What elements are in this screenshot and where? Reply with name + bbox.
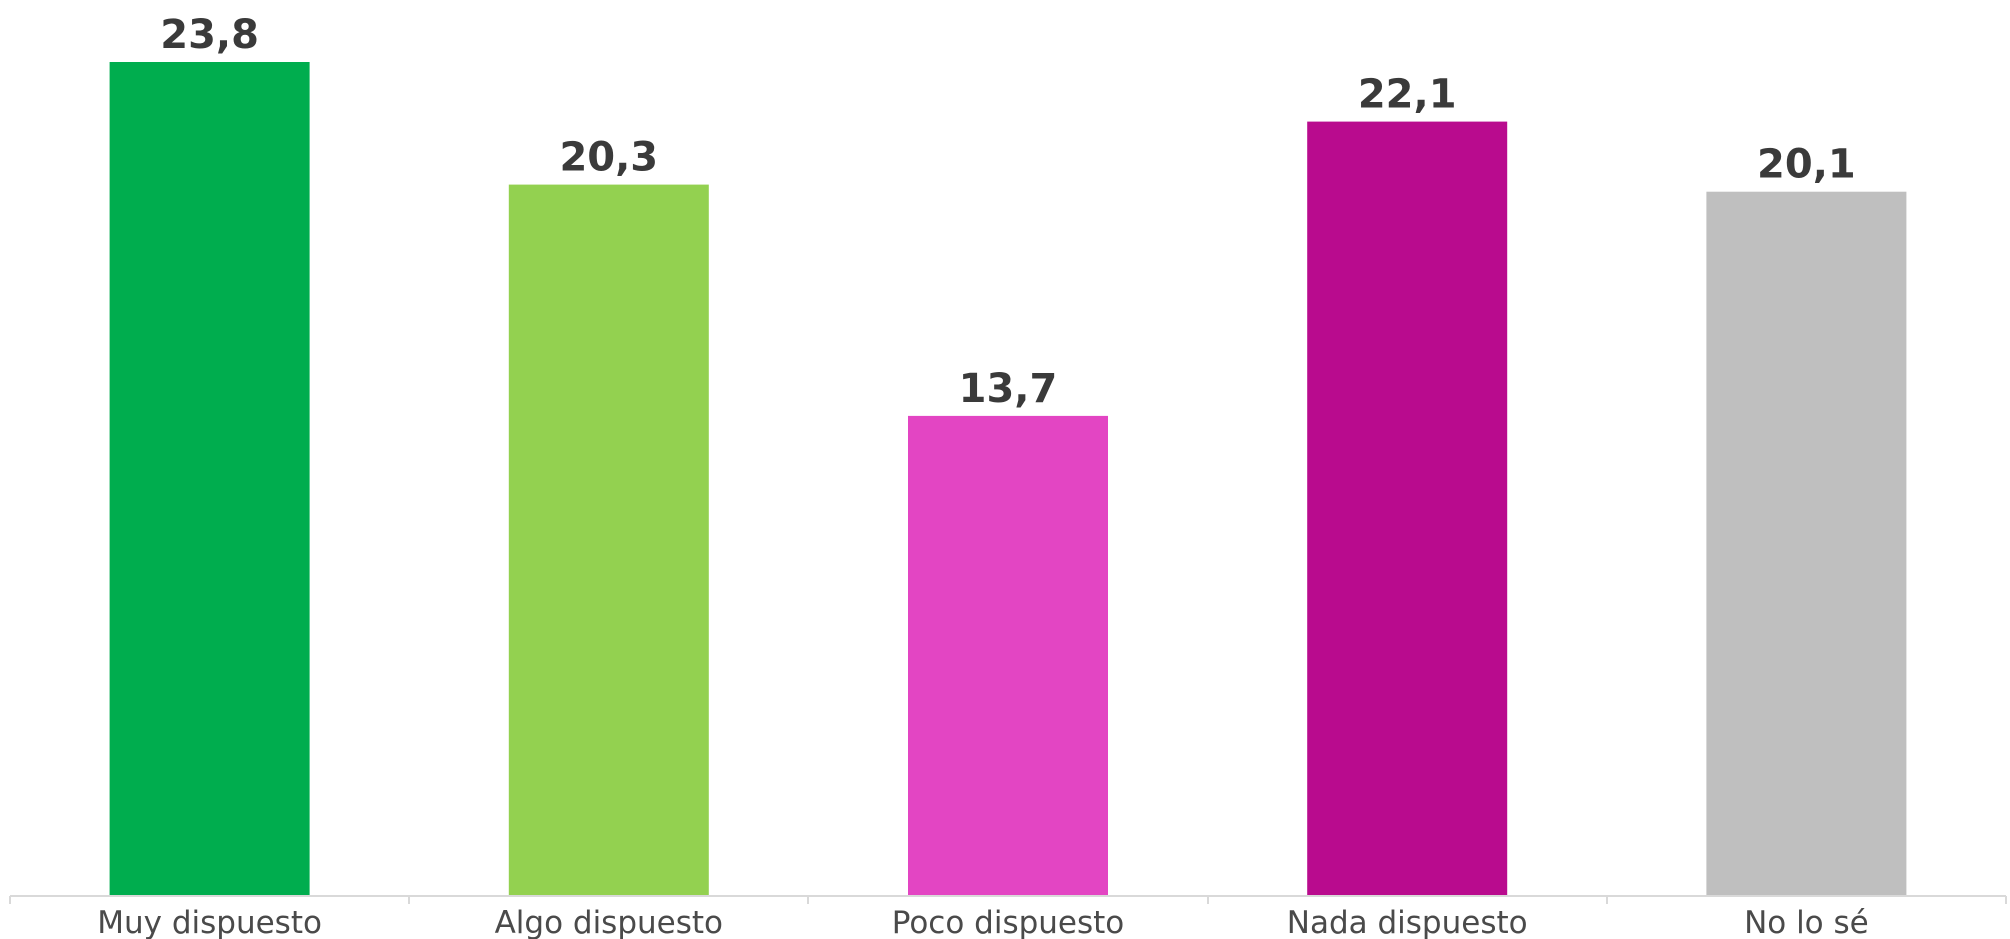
category-label: Muy dispuesto xyxy=(97,905,322,939)
bar-value-label: 13,7 xyxy=(959,366,1058,412)
category-label: Nada dispuesto xyxy=(1287,905,1528,939)
bar xyxy=(1706,191,1907,896)
x-axis-ticks-group xyxy=(9,896,2007,904)
bar xyxy=(908,415,1108,896)
bar-value-label: 20,1 xyxy=(1757,142,1856,188)
bar-value-label: 23,8 xyxy=(160,12,259,58)
bars-group xyxy=(109,62,1907,897)
bar-value-label: 22,1 xyxy=(1358,72,1457,118)
bar-value-label: 20,3 xyxy=(559,135,658,181)
category-label: Algo dispuesto xyxy=(495,905,723,939)
bar xyxy=(508,184,709,897)
category-labels-group: Muy dispuesto Algo dispuesto Poco dispuest… xyxy=(97,905,1868,939)
category-label: Poco dispuesto xyxy=(892,905,1125,939)
value-labels-group: 23,8 20,3 13,7 22,1 20,1 xyxy=(160,12,1856,412)
category-label: No lo sé xyxy=(1744,905,1869,939)
bar xyxy=(109,62,310,896)
bar xyxy=(1307,121,1508,897)
